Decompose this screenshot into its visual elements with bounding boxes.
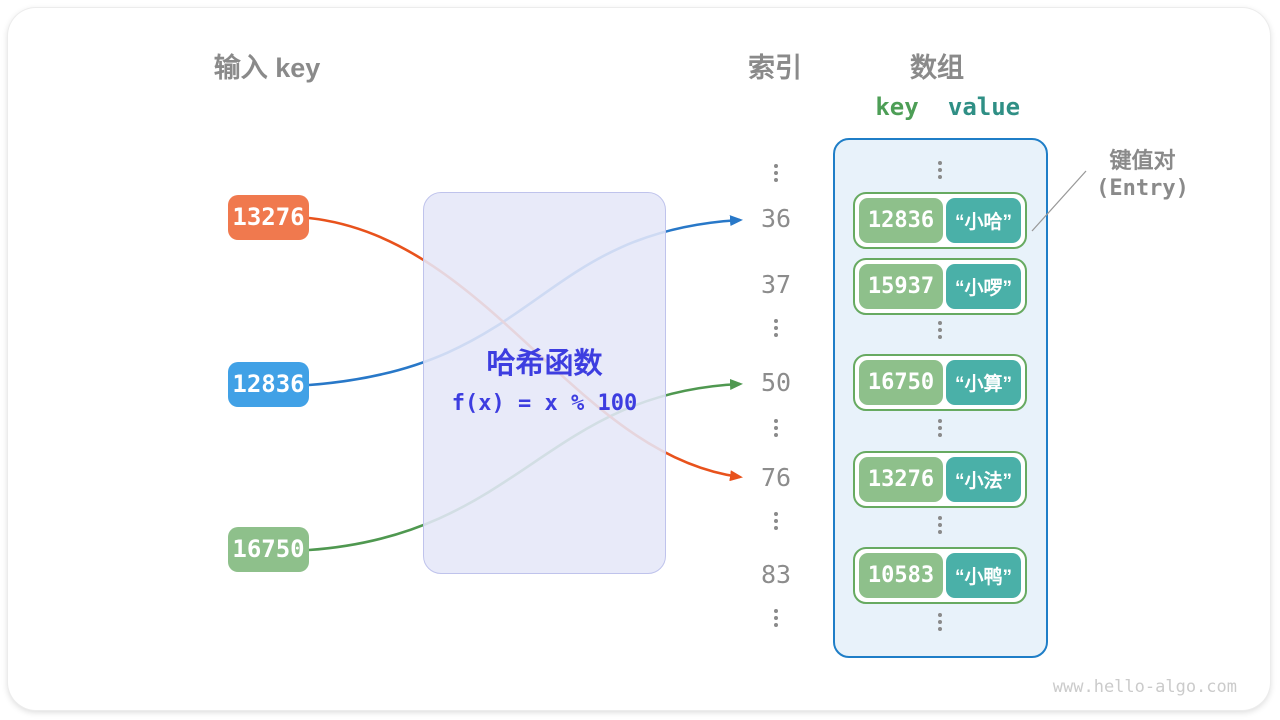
entry-value: “小法” xyxy=(946,457,1021,502)
entry-key: 12836 xyxy=(859,198,943,243)
entry-key: 13276 xyxy=(859,457,943,502)
vertical-ellipsis-icon xyxy=(937,613,943,631)
input-key-16750: 16750 xyxy=(228,527,309,572)
entry-row: 16750 “小算” xyxy=(853,354,1027,411)
vertical-ellipsis-icon xyxy=(773,609,779,627)
annotation-subtitle: (Entry) xyxy=(1096,176,1189,201)
input-key-13276: 13276 xyxy=(228,195,309,240)
entry-row: 15937 “小啰” xyxy=(853,258,1027,315)
vertical-ellipsis-icon xyxy=(937,161,943,179)
array-title: 数组 xyxy=(910,53,964,83)
entry-value: “小鸭” xyxy=(946,553,1021,598)
index-36: 36 xyxy=(760,204,792,233)
entry-value: “小算” xyxy=(946,360,1021,405)
entry-key: 10583 xyxy=(859,553,943,598)
index-37: 37 xyxy=(760,270,792,299)
entry-value: “小哈” xyxy=(946,198,1021,243)
vertical-ellipsis-icon xyxy=(937,321,943,339)
hash-function-title: 哈希函数 xyxy=(486,348,603,380)
vertical-ellipsis-icon xyxy=(773,419,779,437)
input-key-12836: 12836 xyxy=(228,362,309,407)
index-83: 83 xyxy=(760,560,792,589)
array-value-column-header: value xyxy=(947,93,1021,121)
vertical-ellipsis-icon xyxy=(773,512,779,530)
hash-function-box: 哈希函数 f(x) = x % 100 xyxy=(423,192,666,574)
index-50: 50 xyxy=(760,368,792,397)
index-title: 索引 xyxy=(748,53,802,83)
annotation-title: 键值对 xyxy=(1109,148,1176,173)
vertical-ellipsis-icon xyxy=(773,164,779,182)
entry-key: 15937 xyxy=(859,264,943,309)
entry-row: 13276 “小法” xyxy=(853,451,1027,508)
entry-value: “小啰” xyxy=(946,264,1021,309)
vertical-ellipsis-icon xyxy=(937,419,943,437)
vertical-ellipsis-icon xyxy=(773,319,779,337)
vertical-ellipsis-icon xyxy=(937,516,943,534)
array-key-column-header: key xyxy=(875,93,919,121)
entry-row: 10583 “小鸭” xyxy=(853,547,1027,604)
entry-key: 16750 xyxy=(859,360,943,405)
hash-function-formula: f(x) = x % 100 xyxy=(451,391,638,416)
entry-row: 12836 “小哈” xyxy=(853,192,1027,249)
watermark-url: www.hello-algo.com xyxy=(1052,677,1237,697)
input-key-title: 输入 key xyxy=(213,53,321,83)
index-76: 76 xyxy=(760,463,792,492)
